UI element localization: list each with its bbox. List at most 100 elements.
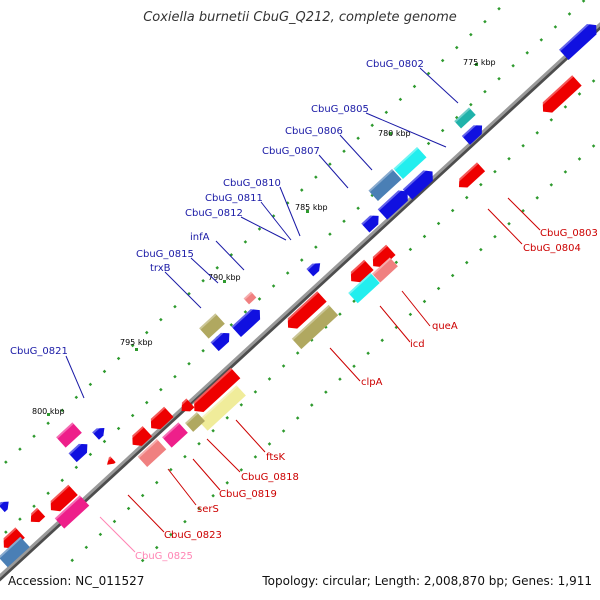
feature-cbug-0821-shape [56,422,82,448]
gc-dot [483,19,487,24]
gene-label-cbug_0803: CbuG_0803 [540,228,598,239]
feature-serS-b-highlight [137,439,159,459]
leader-line [235,419,266,453]
feature-cbug-0810-highlight [361,211,376,226]
feature-cbug-0807-shape [368,169,402,201]
feature-cbug-0813-shape [372,244,396,268]
gc-dot [338,312,342,316]
gc-dot [257,227,262,231]
feature-cbug-0818-highlight [146,406,166,425]
feature-cbug-0802-highlight [454,107,471,123]
gc-dot [394,260,399,265]
gc-dot [412,84,417,89]
feature-icd-shape [348,272,380,304]
gene-label-cbug_0810: CbuG_0810 [223,178,281,189]
feature-clpA-b-shape [291,304,339,350]
feature-cbug-0826-highlight [26,507,39,519]
gc-dot [408,312,413,317]
gc-dot [324,390,328,394]
gene-label-cbug_0811: CbuG_0811 [205,193,263,204]
feature-cbug-0823-b-highlight [54,495,82,520]
gc-dot [328,232,332,236]
feature-trxB [199,313,225,339]
gc-dot [253,390,258,394]
feature-serS-b [137,439,167,467]
gc-dot [479,247,483,252]
leader-line [318,154,349,189]
gc-dot [426,71,431,76]
gc-dot [74,395,79,400]
feature-cbug-0811-highlight [306,259,319,271]
tick-layer: 775 kbp 780 kbp 785 kbp 790 kbp 795 kbp 800 k… [32,58,496,416]
feature-cbug-0809-shape [377,190,408,220]
gc-dot [32,504,36,508]
feature-cbug-0813-highlight [368,244,388,263]
gc-dot [60,408,64,413]
feature-serS-highlight [162,422,180,439]
gene-label-cbug_0821: CbuG_0821 [10,346,68,357]
gc-dot [229,323,234,327]
gc-dot [46,491,50,496]
leader-line [127,494,165,533]
gc-dot [154,480,159,485]
gc-dot [295,416,300,420]
gc-dot [173,374,177,379]
leader-line [215,240,245,271]
feature-cbug-0806-shape [393,147,427,179]
tick-label: 780 kbp [378,129,411,138]
gc-dot [591,144,596,148]
tick-label: 795 kbp [120,338,153,347]
gc-dot [285,271,290,275]
feature-cbug-0824-shape [68,443,88,463]
feature-cbug-0809-highlight [377,186,405,211]
feature-cbug-0810-shape [361,215,379,233]
gene-label-cbug_0802: CbuG_0802 [366,59,424,70]
leader-line [260,201,292,241]
feature-cbug-0824-highlight [68,439,85,455]
gc-dot [591,79,596,83]
feature-bottom-left-b-highlight [0,536,22,559]
tick-mark [389,132,392,135]
genome-title: Coxiella burnetii CbuG_Q212, complete ge… [143,10,457,25]
gc-dot [183,454,187,459]
gc-dot [483,89,487,94]
gc-dot [398,97,403,102]
gc-dot [352,364,356,368]
gc-dot [300,188,304,192]
gc-dot [144,330,149,335]
tick-mark [306,210,309,213]
tick-label: 785 kbp [295,203,328,212]
gc-dot [577,157,582,161]
feature-cbug-0805 [461,121,483,145]
feature-cbug-0802 [454,107,476,129]
feature-infA [243,291,257,305]
feature-cbug-0802-shape [454,107,476,129]
gc-dot [549,183,554,187]
feature-ftsK-b-highlight [198,385,238,422]
leader-line [339,134,373,171]
feature-left-edge [0,497,9,513]
feature-top-right-shape [559,24,597,61]
gc-dot [314,245,318,249]
gc-dot [201,278,205,283]
gc-dot [436,221,441,226]
feature-cbug-0818-b-highlight [185,412,199,425]
gc-dot [507,156,511,161]
gc-dot [577,92,582,96]
feature-top-right [559,19,597,61]
backbone-line [0,22,600,578]
feature-cbug-0816-highlight [210,328,227,344]
feature-bottom-left-a-highlight [0,527,17,544]
feature-cbug-0826 [26,507,46,523]
feature-cbug-0823 [46,484,78,512]
gc-dot [380,338,384,343]
gene-label-cbug_0818: CbuG_0818 [241,472,299,483]
feature-cbug-0826-shape [30,507,46,523]
feature-cbug-0817-highlight [177,398,188,409]
gc-dot [88,382,93,387]
feature-cbug-0816-shape [210,332,230,352]
feature-cbug-0824 [68,439,88,463]
gc-dot [46,421,50,426]
feature-trxB-shape [199,313,225,339]
leader-line [487,208,523,245]
